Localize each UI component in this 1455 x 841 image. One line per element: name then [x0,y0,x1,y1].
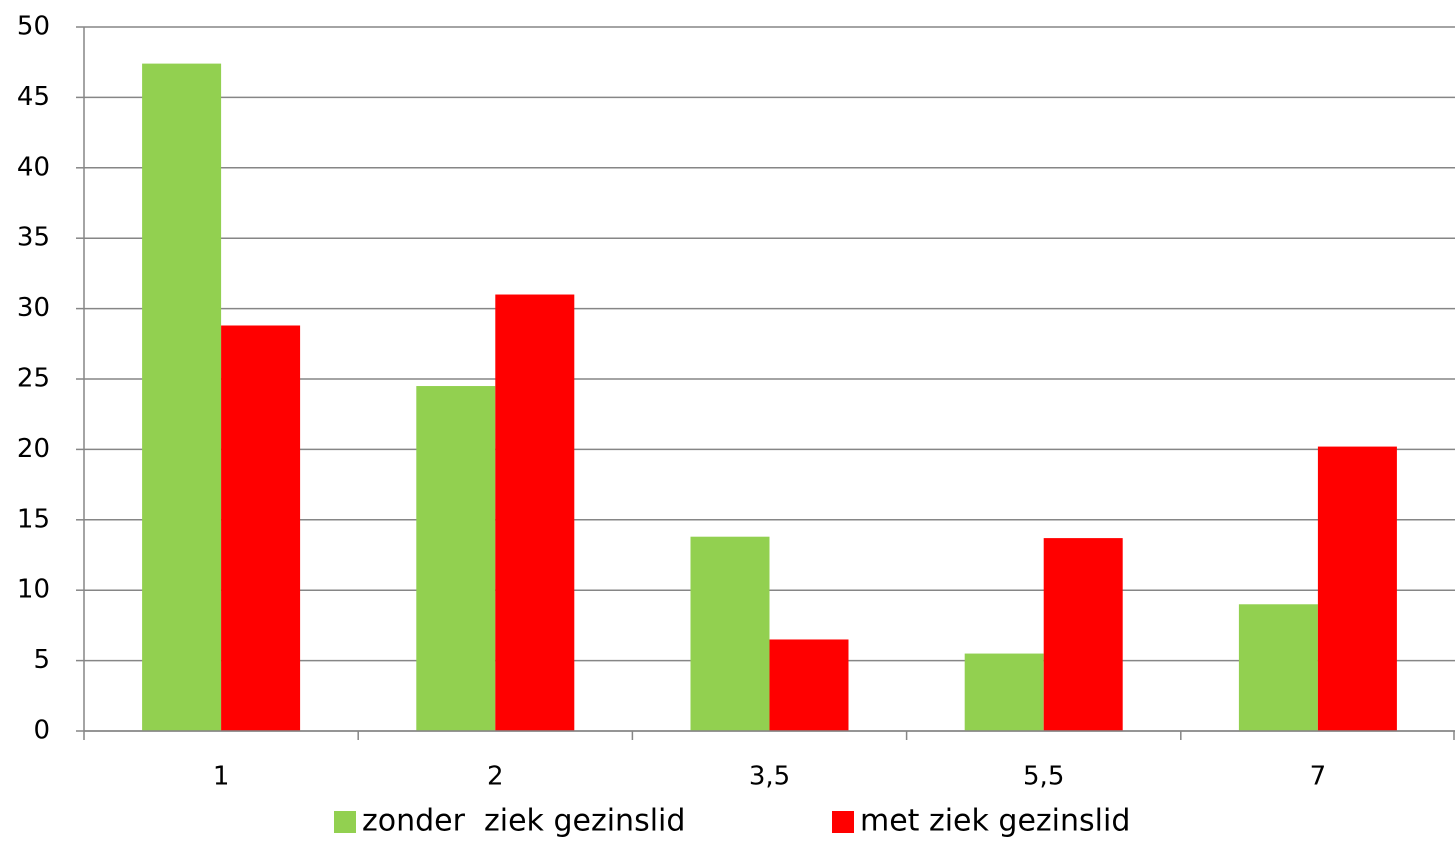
x-tick-label: 7 [1310,762,1327,792]
bar [142,63,222,731]
y-tick-label: 40 [17,152,50,182]
bar [1238,604,1318,731]
legend-label: zonder ziek gezinslid [362,804,685,839]
x-tick-label: 2 [487,762,504,792]
bar [690,536,770,731]
y-tick-label: 25 [17,364,50,394]
x-tick-label: 1 [213,762,230,792]
y-tick-label: 0 [33,716,50,746]
y-tick-label: 30 [17,293,50,323]
bar [221,325,301,731]
bar [769,639,849,731]
legend-swatch [334,811,356,833]
bar [495,294,575,731]
bar [1043,538,1123,731]
y-tick-label: 15 [17,504,50,534]
y-tick-label: 20 [17,434,50,464]
bar [416,386,496,731]
legend-label: met ziek gezinslid [860,804,1130,839]
y-tick-label: 35 [17,223,50,253]
y-tick-label: 45 [17,82,50,112]
legend-swatch [832,811,854,833]
x-tick-label: 3,5 [749,762,790,792]
y-tick-label: 5 [33,645,50,675]
y-tick-label: 50 [17,12,50,42]
bar [1317,446,1397,731]
y-tick-label: 10 [17,575,50,605]
x-tick-label: 5,5 [1023,762,1064,792]
bar [964,653,1044,731]
